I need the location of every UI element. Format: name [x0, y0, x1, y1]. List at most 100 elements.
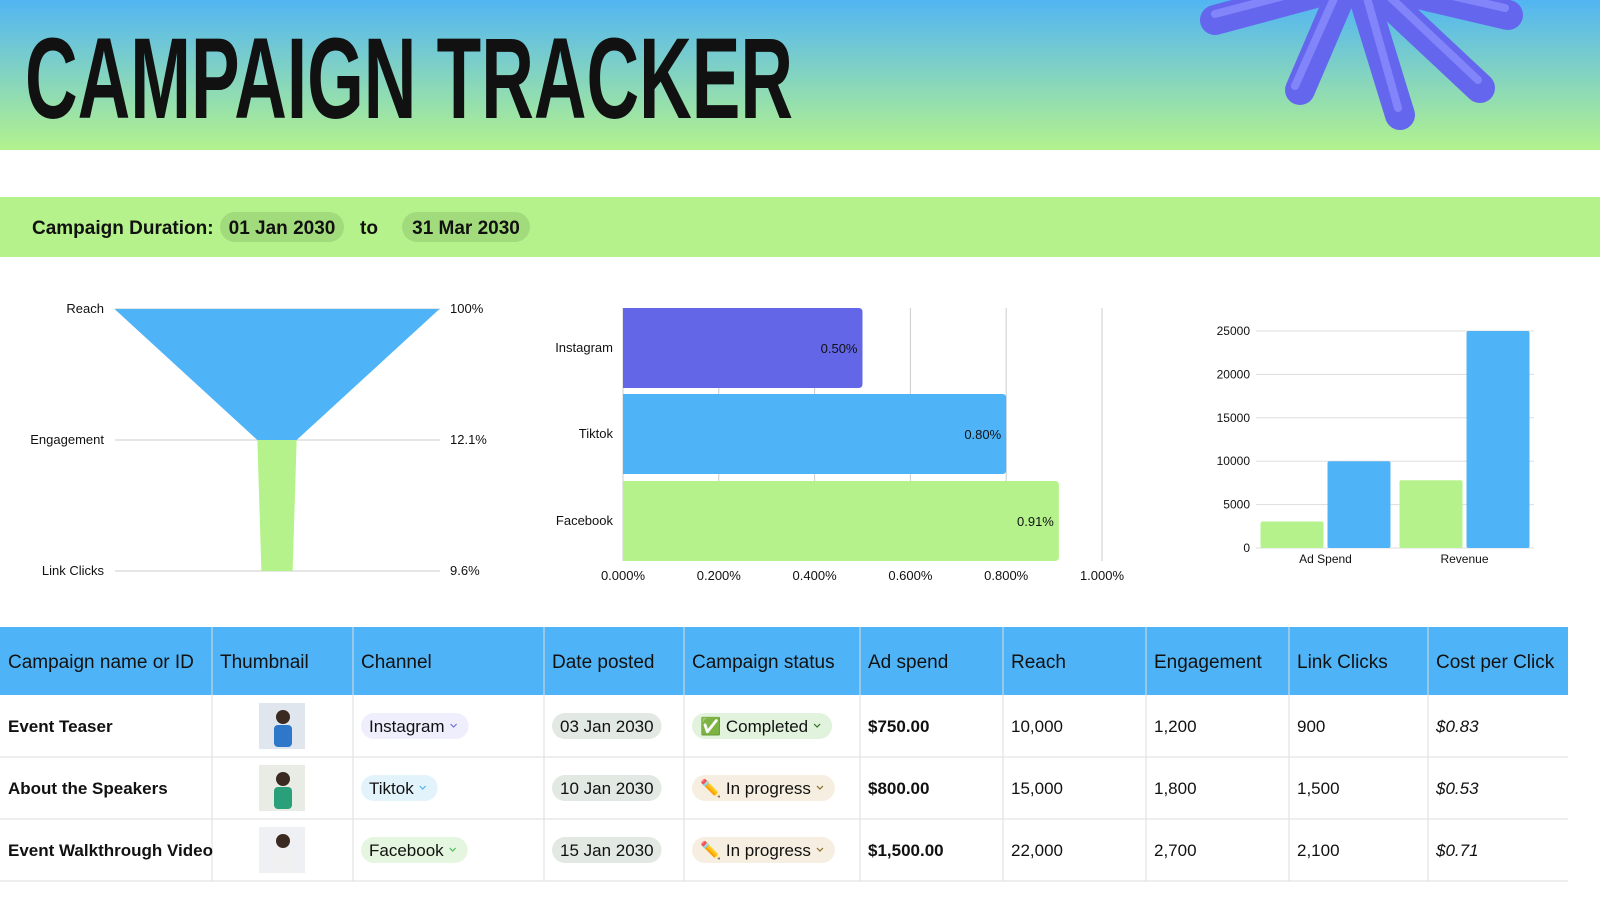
y-tick-label: 15000 — [1217, 411, 1251, 425]
cell-pill — [361, 775, 438, 801]
bar — [1399, 480, 1463, 548]
cell-text: ✅ Completed — [700, 716, 808, 736]
duration-separator: to — [360, 218, 378, 239]
thumbnail-figure — [276, 710, 290, 724]
cell-pill — [552, 837, 662, 863]
cell-text: 15,000 — [1011, 779, 1063, 798]
cell-text: Event Walkthrough Video — [8, 841, 213, 860]
cell-text: 22,000 — [1011, 841, 1063, 860]
bar — [623, 481, 1059, 561]
column-header: Thumbnail — [220, 652, 309, 673]
cell-text: ✏️ In progress — [700, 778, 811, 798]
cell-text: 2,100 — [1297, 841, 1340, 860]
value-label: 9.6% — [450, 563, 480, 578]
cell-text: 1,500 — [1297, 779, 1340, 798]
x-tick-label: 0.000% — [601, 568, 646, 583]
cell-text: $0.53 — [1435, 779, 1479, 798]
bar — [623, 394, 1007, 474]
cell-text: Tiktok — [369, 779, 414, 798]
stage-label: Engagement — [30, 432, 104, 447]
thumbnail-figure — [274, 849, 292, 871]
thumbnail-figure — [274, 725, 292, 747]
cell-text: $800.00 — [868, 779, 929, 798]
funnel-segment — [257, 440, 297, 571]
cell-pill — [692, 775, 835, 801]
cell-text: 10,000 — [1011, 717, 1063, 736]
table-header — [0, 627, 1568, 695]
y-tick-label: 10000 — [1217, 454, 1251, 468]
category-label: Facebook — [556, 513, 614, 528]
end-date: 31 Mar 2030 — [412, 218, 520, 239]
category-label: Tiktok — [579, 426, 614, 441]
column-header: Cost per Click — [1436, 652, 1555, 673]
column-header: Link Clicks — [1297, 652, 1388, 673]
column-header: Campaign status — [692, 652, 835, 673]
cell-text: 1,800 — [1154, 779, 1197, 798]
x-tick-label: Ad Spend — [1299, 552, 1352, 566]
cell-text: Instagram — [369, 717, 445, 736]
cell-pill — [361, 713, 469, 739]
stage-label: Link Clicks — [42, 563, 105, 578]
funnel-segment — [114, 309, 440, 440]
cell-text: $1,500.00 — [868, 841, 944, 860]
cell-text: 10 Jan 2030 — [560, 779, 654, 798]
y-tick-label: 20000 — [1217, 367, 1251, 381]
y-tick-label: 0 — [1243, 541, 1250, 555]
date-pill — [402, 212, 530, 242]
x-tick-label: 0.800% — [984, 568, 1029, 583]
cell-text: $750.00 — [868, 717, 929, 736]
x-tick-label: 0.600% — [888, 568, 933, 583]
cell-text: 1,200 — [1154, 717, 1197, 736]
cell-text: ✏️ In progress — [700, 840, 811, 860]
y-tick-label: 5000 — [1223, 498, 1250, 512]
cell-text: About the Speakers — [8, 779, 168, 798]
y-tick-label: 25000 — [1217, 324, 1251, 338]
page-title: CAMPAIGN TRACKER — [25, 15, 793, 143]
duration-label: Campaign Duration: — [32, 218, 214, 239]
column-header: Ad spend — [868, 652, 948, 673]
column-header: Channel — [361, 652, 432, 673]
cell-text: 03 Jan 2030 — [560, 717, 654, 736]
x-tick-label: 0.200% — [697, 568, 742, 583]
value-label: 100% — [450, 301, 484, 316]
dropdown-chevron — [816, 785, 824, 790]
dropdown-chevron — [449, 847, 457, 852]
dropdown-chevron — [450, 723, 458, 728]
bar — [1260, 521, 1324, 548]
x-tick-label: Revenue — [1440, 552, 1488, 566]
bar — [1327, 461, 1391, 548]
x-tick-label: 1.000% — [1080, 568, 1125, 583]
value-label: 0.50% — [821, 341, 858, 356]
category-label: Instagram — [555, 340, 613, 355]
thumbnail-figure — [276, 772, 290, 786]
bar — [623, 308, 863, 388]
column-header: Engagement — [1154, 652, 1262, 673]
cell-text: 900 — [1297, 717, 1325, 736]
x-tick-label: 0.400% — [793, 568, 838, 583]
value-label: 0.80% — [964, 427, 1001, 442]
thumbnail-figure — [274, 787, 292, 809]
dropdown-chevron — [813, 723, 821, 728]
thumbnail-figure — [276, 834, 290, 848]
cell-pill — [552, 713, 662, 739]
bar — [1466, 331, 1530, 548]
cell-text: $0.71 — [1435, 841, 1479, 860]
cell-text: Event Teaser — [8, 717, 113, 736]
column-header: Campaign name or ID — [8, 652, 194, 673]
dropdown-chevron — [816, 847, 824, 852]
cell-text: Facebook — [369, 841, 444, 860]
cell-text: 15 Jan 2030 — [560, 841, 654, 860]
star-decoration — [1200, 0, 1523, 130]
start-date: 01 Jan 2030 — [229, 218, 336, 239]
cell-pill — [692, 837, 835, 863]
date-pill — [220, 212, 344, 242]
column-header: Reach — [1011, 652, 1066, 673]
value-label: 0.91% — [1017, 514, 1054, 529]
value-label: 12.1% — [450, 432, 487, 447]
cell-pill — [361, 837, 468, 863]
dropdown-chevron — [419, 785, 427, 790]
stage-label: Reach — [66, 301, 104, 316]
cell-pill — [692, 713, 833, 739]
cell-text: 2,700 — [1154, 841, 1197, 860]
